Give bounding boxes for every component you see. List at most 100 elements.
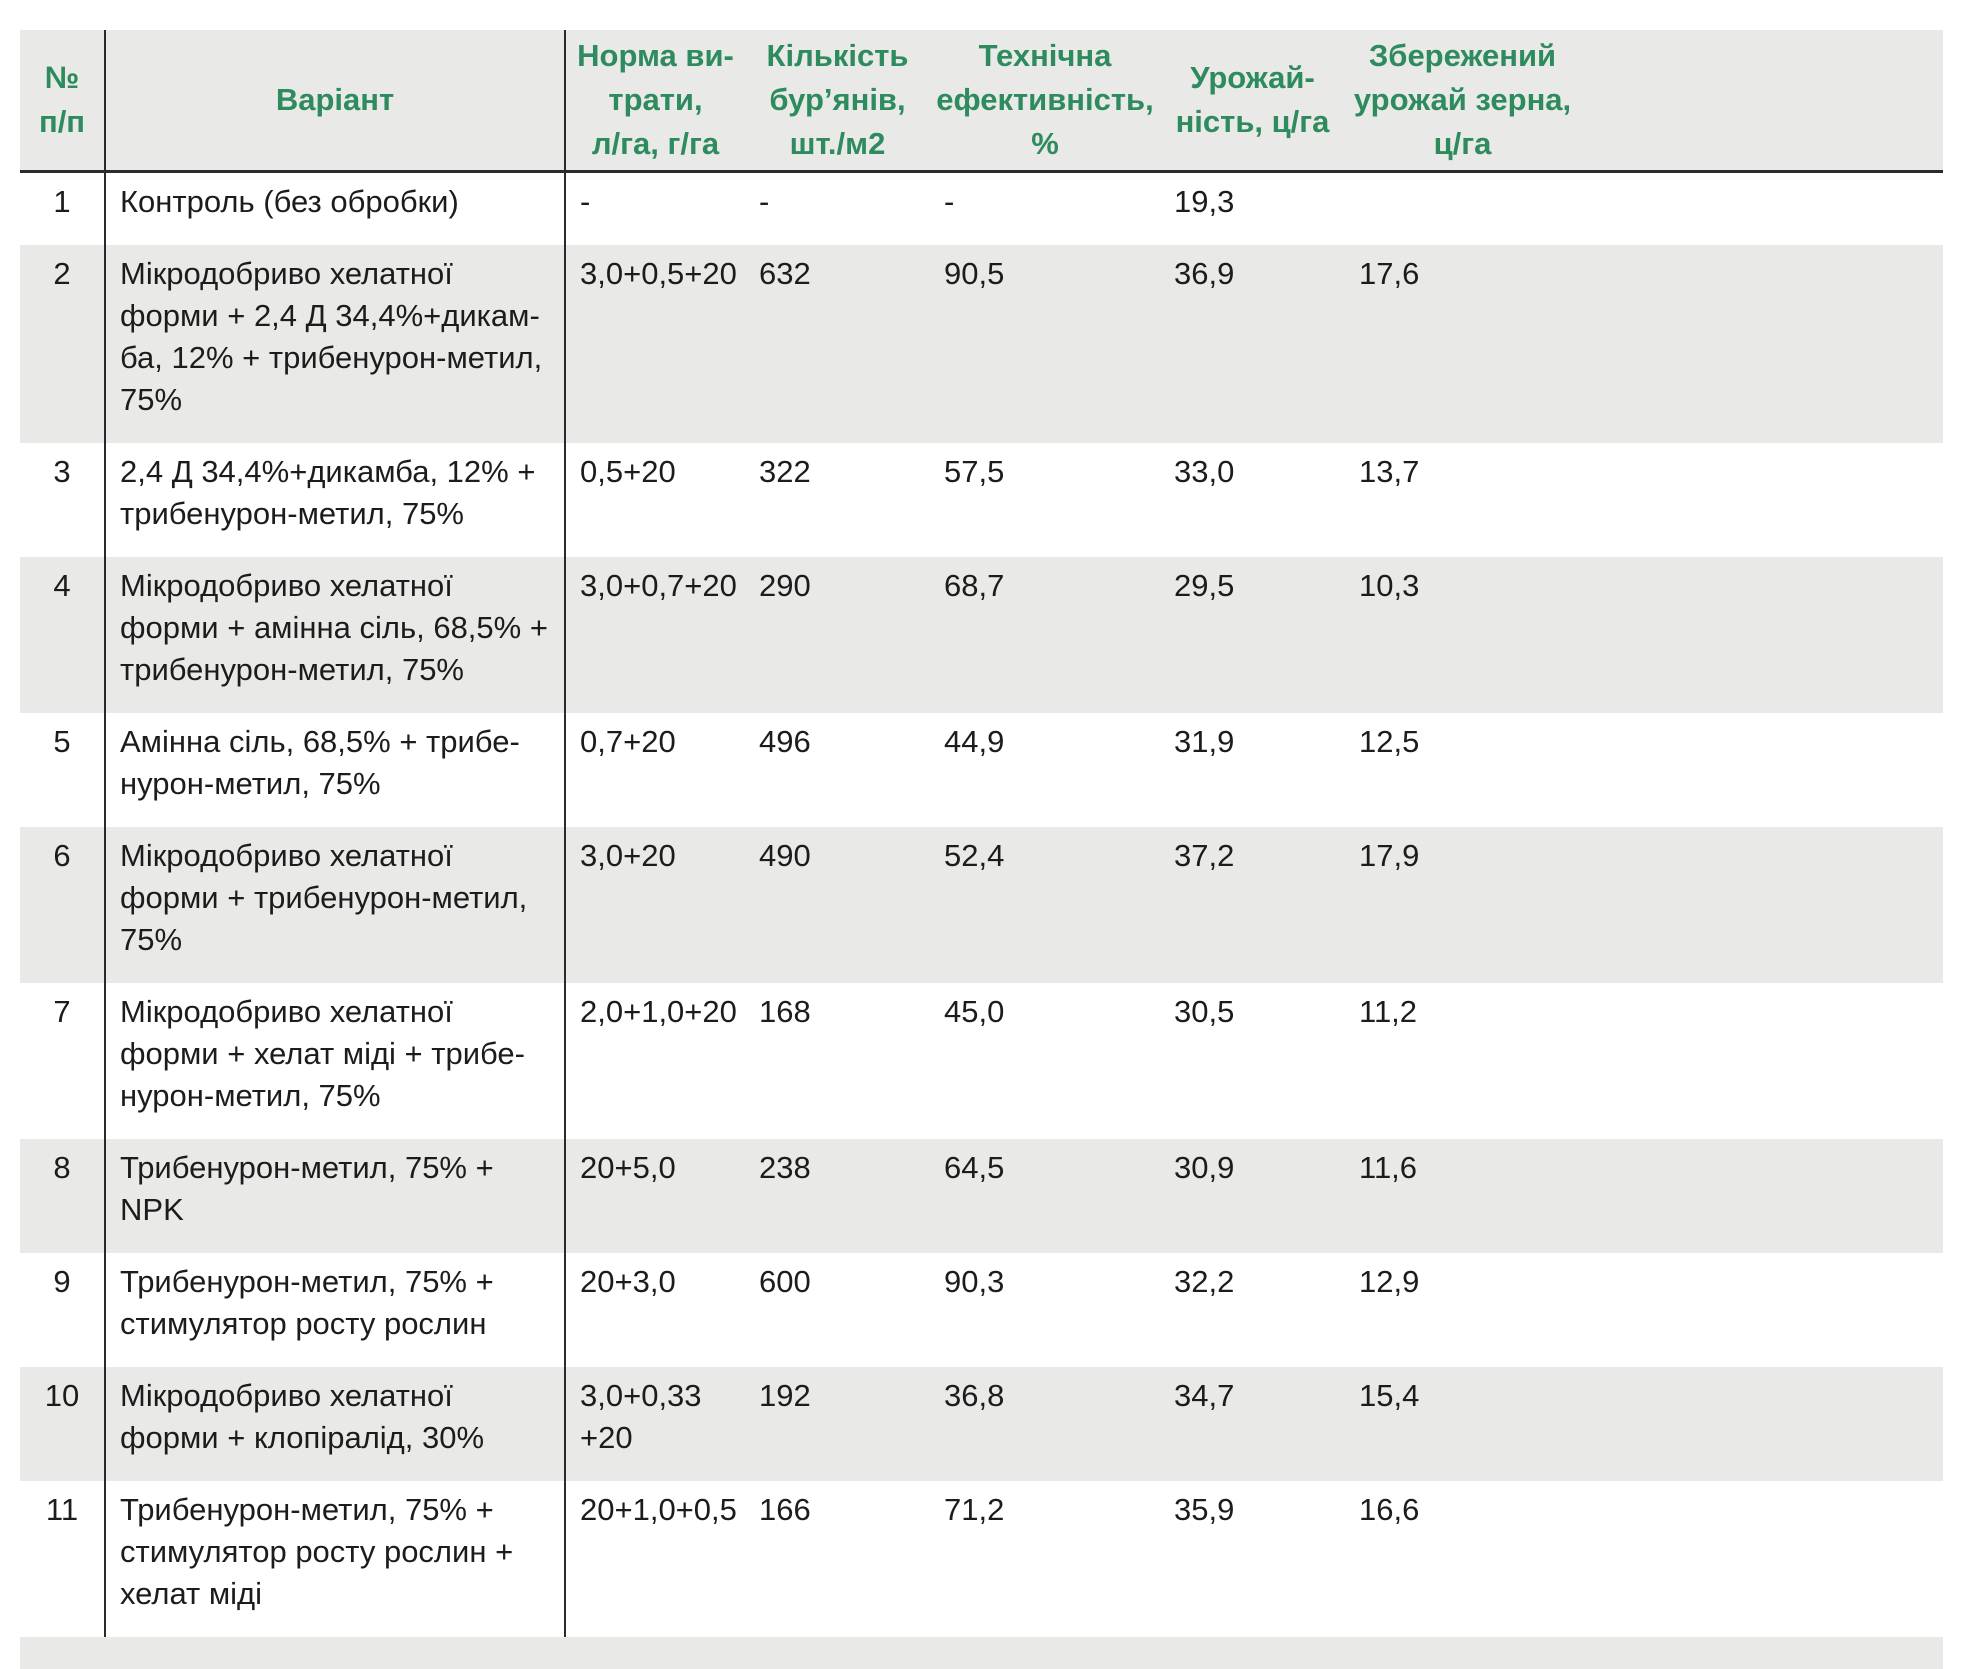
- rate-cell: 3,0+0,5+20: [580, 256, 737, 291]
- rate-cell: -: [580, 184, 591, 219]
- row-number-cell: 10: [20, 1367, 106, 1481]
- weeds-cell: 490: [759, 838, 811, 873]
- table-row: 7 Мікродобриво хелатної форми + хелат мі…: [20, 983, 1943, 1139]
- efficiency-cell: 71,2: [944, 1492, 1005, 1527]
- filler-cell: [1580, 443, 1943, 557]
- yield-cell: 30,9: [1174, 1150, 1235, 1185]
- col-header-rate: Норма ви- трати, л/га, г/га: [565, 30, 745, 173]
- variant-cell: 2,4 Д 34,4%+дикамба, 12% + трибенурон-ме…: [105, 443, 566, 557]
- row-number-cell: 5: [20, 713, 106, 827]
- rate-cell: 3,0+20: [580, 838, 676, 873]
- variant-cell: Мікродобриво хелатної форми + амінна сіл…: [105, 557, 566, 713]
- variant-cell: Контроль (без обробки): [105, 171, 566, 245]
- filler-cell: [1580, 827, 1943, 983]
- weeds-cell: 632: [759, 256, 811, 291]
- table-row: 1 Контроль (без обробки) - - - 19,3: [20, 171, 1943, 246]
- col-header-weeds: Кількість бур’янів, шт./м2: [745, 30, 930, 173]
- weeds-cell: 290: [759, 568, 811, 603]
- row-number-cell: 8: [20, 1139, 106, 1253]
- rate-cell: 3,0+0,7+20: [580, 568, 737, 603]
- col-header-variant: Варіант: [105, 30, 566, 173]
- rate-cell: 3,0+0,33 +20: [580, 1378, 702, 1455]
- weeds-cell: 496: [759, 724, 811, 759]
- saved-cell: 11,2: [1359, 994, 1418, 1029]
- efficiency-cell: 68,7: [944, 568, 1005, 603]
- saved-cell: 15,4: [1359, 1378, 1420, 1413]
- efficiency-cell: 36,8: [944, 1378, 1005, 1413]
- variant-cell: Трибенурон-метил, 75% + стимулятор росту…: [105, 1253, 566, 1367]
- col-header-yield: Урожай- ність, ц/га: [1160, 30, 1345, 173]
- next-row-partial-stripe: [20, 1637, 1943, 1669]
- filler-cell: [1580, 713, 1943, 827]
- table-row: 2 Мікродобриво хелатної форми + 2,4 Д 34…: [20, 245, 1943, 443]
- yield-cell: 34,7: [1174, 1378, 1235, 1413]
- efficiency-cell: 90,5: [944, 256, 1005, 291]
- saved-cell: 16,6: [1359, 1492, 1420, 1527]
- table-row: 4 Мікродобриво хелатної форми + амінна с…: [20, 557, 1943, 713]
- weeds-cell: 322: [759, 454, 811, 489]
- yield-cell: 36,9: [1174, 256, 1235, 291]
- row-number-cell: 2: [20, 245, 106, 443]
- yield-cell: 31,9: [1174, 724, 1235, 759]
- row-number-cell: 1: [20, 171, 106, 245]
- weeds-cell: 168: [759, 994, 811, 1029]
- weeds-cell: 192: [759, 1378, 811, 1413]
- variant-cell: Трибенурон-метил, 75% + NPK: [105, 1139, 566, 1253]
- weeds-cell: 238: [759, 1150, 811, 1185]
- row-number-cell: 4: [20, 557, 106, 713]
- row-number-cell: 3: [20, 443, 106, 557]
- weeds-cell: 600: [759, 1264, 811, 1299]
- filler-cell: [1580, 983, 1943, 1139]
- table-row: 9 Трибенурон-метил, 75% + стимулятор рос…: [20, 1253, 1943, 1367]
- filler-cell: [1580, 557, 1943, 713]
- saved-cell: 11,6: [1359, 1150, 1418, 1185]
- saved-cell: 12,9: [1359, 1264, 1420, 1299]
- variant-cell: Мікродобриво хелатної форми + 2,4 Д 34,4…: [105, 245, 566, 443]
- rate-cell: 20+3,0: [580, 1264, 676, 1299]
- efficiency-cell: 90,3: [944, 1264, 1005, 1299]
- row-number-cell: 6: [20, 827, 106, 983]
- table-row: 6 Мікродобриво хелатної форми + трибенур…: [20, 827, 1943, 983]
- saved-cell: 13,7: [1359, 454, 1420, 489]
- col-header-efficiency: Технічна ефективність, %: [930, 30, 1160, 173]
- saved-cell: [1345, 172, 1580, 246]
- col-header-num: № п/п: [20, 30, 106, 173]
- filler-cell: [1580, 1481, 1943, 1637]
- yield-cell: 37,2: [1174, 838, 1235, 873]
- saved-cell: 10,3: [1359, 568, 1420, 603]
- col-header-saved: Збережений урожай зерна, ц/га: [1345, 30, 1580, 173]
- efficiency-cell: 52,4: [944, 838, 1005, 873]
- table-row: 3 2,4 Д 34,4%+дикамба, 12% + трибенурон-…: [20, 443, 1943, 557]
- variant-cell: Мікродобриво хелатної форми + хелат міді…: [105, 983, 566, 1139]
- variant-cell: Мікродобриво хелатної форми + трибенурон…: [105, 827, 566, 983]
- saved-cell: 17,9: [1359, 838, 1420, 873]
- row-number-cell: 7: [20, 983, 106, 1139]
- saved-cell: 17,6: [1359, 256, 1420, 291]
- table-row: 5 Амінна сіль, 68,5% + трибе- нурон-мети…: [20, 713, 1943, 827]
- rate-cell: 0,7+20: [580, 724, 676, 759]
- yield-cell: 29,5: [1174, 568, 1235, 603]
- filler-cell: [1580, 245, 1943, 443]
- variant-cell: Мікродобриво хелатної форми + клопіралід…: [105, 1367, 566, 1481]
- rate-cell: 0,5+20: [580, 454, 676, 489]
- weeds-cell: 166: [759, 1492, 811, 1527]
- yield-cell: 19,3: [1174, 184, 1235, 219]
- yield-cell: 30,5: [1174, 994, 1235, 1029]
- yield-cell: 35,9: [1174, 1492, 1235, 1527]
- filler-cell: [1580, 1253, 1943, 1367]
- efficiency-cell: 57,5: [944, 454, 1005, 489]
- rate-cell: 20+5,0: [580, 1150, 676, 1185]
- header-row: № п/п Варіант Норма ви- трати, л/га, г/г…: [20, 30, 1943, 173]
- yield-cell: 33,0: [1174, 454, 1235, 489]
- variant-cell: Трибенурон-метил, 75% + стимулятор росту…: [105, 1481, 566, 1637]
- filler-cell: [1580, 172, 1943, 246]
- rate-cell: 20+1,0+0,5: [580, 1492, 737, 1527]
- yield-cell: 32,2: [1174, 1264, 1235, 1299]
- rate-cell: 2,0+1,0+20: [580, 994, 737, 1029]
- variant-cell: Амінна сіль, 68,5% + трибе- нурон-метил,…: [105, 713, 566, 827]
- row-number-cell: 11: [20, 1481, 106, 1637]
- table-row: 11 Трибенурон-метил, 75% + стимулятор ро…: [20, 1481, 1943, 1637]
- row-number-cell: 9: [20, 1253, 106, 1367]
- table-row: 10 Мікродобриво хелатної форми + клопіра…: [20, 1367, 1943, 1481]
